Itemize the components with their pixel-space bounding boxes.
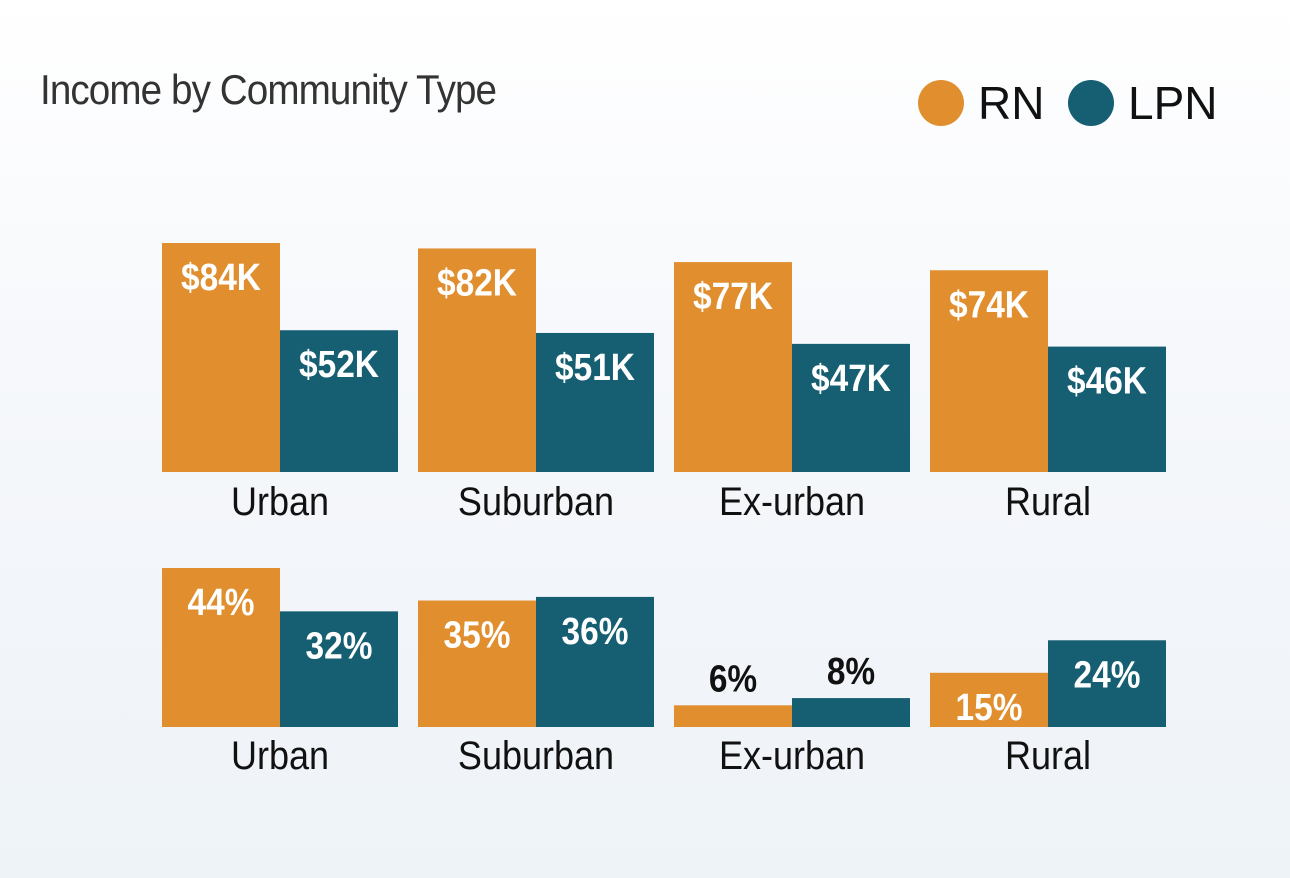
legend-label-rn: RN	[978, 77, 1045, 129]
data-label: $82K	[437, 261, 517, 303]
bar-lpn-suburban	[536, 596, 654, 727]
bar-rn-rural	[930, 672, 1048, 727]
data-label: 8%	[827, 650, 875, 692]
data-label: 35%	[444, 614, 511, 656]
bar-lpn-urban	[280, 611, 398, 727]
bar-lpn-ex-urban	[792, 698, 910, 727]
legend-label-lpn: LPN	[1128, 77, 1218, 129]
data-label: $77K	[693, 275, 773, 317]
data-label: $52K	[299, 343, 379, 385]
data-label: $84K	[181, 256, 261, 298]
lpn-swatch-icon	[1068, 80, 1114, 126]
category-label: Suburban	[458, 480, 614, 524]
category-label: Rural	[1005, 734, 1091, 778]
bar-rn-urban	[162, 568, 280, 727]
data-label: $74K	[949, 283, 1029, 325]
category-label: Urban	[231, 734, 329, 778]
category-label: Ex-urban	[719, 480, 865, 524]
bar-lpn-rural	[1048, 346, 1166, 472]
bar-rn-urban	[162, 243, 280, 472]
data-label: $46K	[1067, 360, 1147, 402]
legend-item-rn: RN	[918, 76, 1044, 130]
data-label: $47K	[811, 357, 891, 399]
data-label: 15%	[956, 686, 1023, 728]
chart-title: Income by Community Type	[40, 66, 497, 113]
category-label: Suburban	[458, 734, 614, 778]
data-label: $51K	[555, 346, 635, 388]
data-label: 32%	[306, 624, 373, 666]
data-label: 44%	[188, 581, 255, 623]
bar-rn-suburban	[418, 600, 536, 727]
bar-rn-ex-urban	[674, 262, 792, 472]
category-label: Urban	[231, 480, 329, 524]
data-label: 36%	[562, 610, 629, 652]
bar-rn-suburban	[418, 248, 536, 472]
bar-lpn-urban	[280, 330, 398, 472]
category-label: Ex-urban	[719, 734, 865, 778]
bar-lpn-suburban	[536, 332, 654, 472]
bar-rn-rural	[930, 270, 1048, 472]
data-label: 6%	[709, 657, 757, 699]
bar-lpn-rural	[1048, 640, 1166, 727]
legend-item-lpn: LPN	[1068, 76, 1217, 130]
bar-lpn-ex-urban	[792, 343, 910, 472]
rn-swatch-icon	[918, 80, 964, 126]
bar-rn-ex-urban	[674, 705, 792, 727]
data-label: 24%	[1074, 653, 1141, 695]
category-label: Rural	[1005, 480, 1091, 524]
